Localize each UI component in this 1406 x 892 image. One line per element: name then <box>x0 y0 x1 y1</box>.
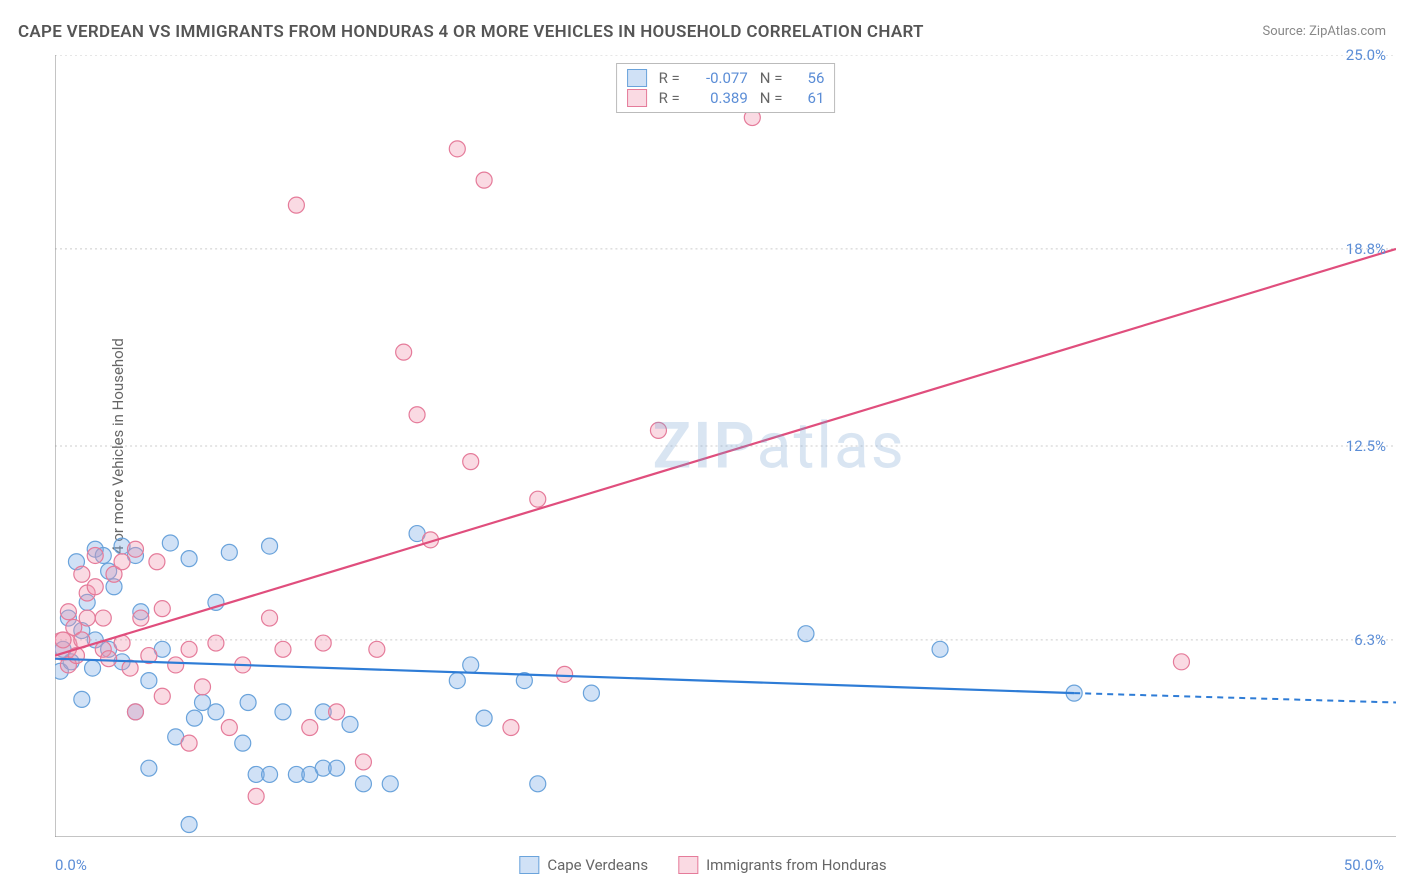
y-tick-label: 6.3% <box>1354 631 1386 649</box>
correlation-stats-legend: R = -0.077 N = 56 R = 0.389 N = 61 <box>616 63 836 113</box>
legend-label-series2: Immigrants from Honduras <box>706 856 887 874</box>
r-value-2: 0.389 <box>688 89 748 107</box>
y-tick-label: 25.0% <box>1346 46 1386 64</box>
r-label-1: R = <box>659 69 680 87</box>
source-attribution: Source: ZipAtlas.com <box>1262 24 1386 39</box>
r-value-1: -0.077 <box>688 69 748 87</box>
x-axis-min-label: 0.0% <box>55 856 87 874</box>
n-label-1: N = <box>760 69 783 87</box>
legend-swatch-series2 <box>678 856 698 874</box>
y-tick-label: 12.5% <box>1346 437 1386 455</box>
n-value-1: 56 <box>790 69 824 87</box>
chart-container: CAPE VERDEAN VS IMMIGRANTS FROM HONDURAS… <box>0 0 1406 892</box>
stats-row-series1: R = -0.077 N = 56 <box>627 68 825 88</box>
x-axis-max-label: 50.0% <box>1344 856 1384 874</box>
swatch-series1 <box>627 69 647 87</box>
scatter-plot-svg <box>55 55 1396 837</box>
series-legend: Cape Verdeans Immigrants from Honduras <box>519 856 886 874</box>
r-label-2: R = <box>659 89 680 107</box>
swatch-series2 <box>627 89 647 107</box>
legend-item-series1: Cape Verdeans <box>519 856 648 874</box>
stats-row-series2: R = 0.389 N = 61 <box>627 88 825 108</box>
chart-title: CAPE VERDEAN VS IMMIGRANTS FROM HONDURAS… <box>18 22 924 42</box>
legend-label-series1: Cape Verdeans <box>547 856 648 874</box>
y-tick-label: 18.8% <box>1346 240 1386 258</box>
n-label-2: N = <box>760 89 783 107</box>
n-value-2: 61 <box>790 89 824 107</box>
legend-swatch-series1 <box>519 856 539 874</box>
plot-area: R = -0.077 N = 56 R = 0.389 N = 61 ZIPat… <box>55 55 1396 837</box>
legend-item-series2: Immigrants from Honduras <box>678 856 887 874</box>
